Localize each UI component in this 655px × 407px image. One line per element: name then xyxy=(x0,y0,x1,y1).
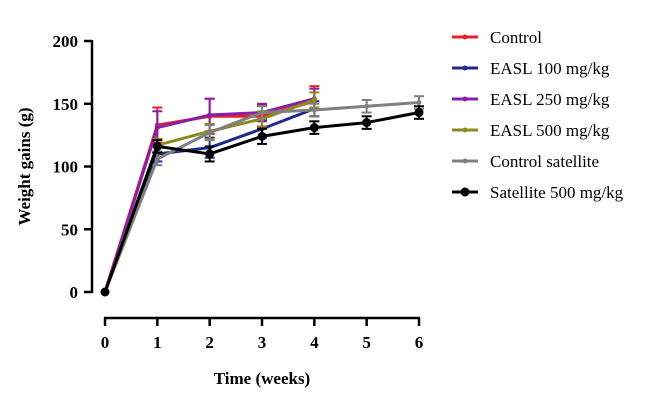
y-axis-title: Weight gains (g) xyxy=(15,107,34,225)
data-point xyxy=(257,131,267,141)
data-point xyxy=(416,99,422,105)
data-point xyxy=(152,141,162,151)
series-control xyxy=(102,85,320,295)
y-tick-label: 150 xyxy=(53,95,79,114)
legend-swatch-marker xyxy=(462,65,468,71)
legend-label: Control satellite xyxy=(490,152,599,171)
x-tick-label: 4 xyxy=(310,333,319,352)
legend-swatch-marker xyxy=(460,187,470,197)
x-tick-label: 0 xyxy=(101,333,110,352)
data-point xyxy=(364,103,370,109)
y-tick-label: 100 xyxy=(53,158,79,177)
x-tick-label: 1 xyxy=(153,333,162,352)
data-point xyxy=(309,123,319,133)
legend-label: EASL 100 mg/kg xyxy=(490,59,610,78)
y-tick-label: 50 xyxy=(61,220,78,239)
x-tick-label: 5 xyxy=(362,333,371,352)
legend-swatch-marker xyxy=(462,34,468,40)
legend-item: Control satellite xyxy=(452,152,599,171)
y-tick-label: 0 xyxy=(70,283,79,302)
legend-swatch-marker xyxy=(462,127,468,133)
data-point xyxy=(100,287,110,297)
data-point xyxy=(362,118,372,128)
data-point xyxy=(207,112,213,118)
data-point xyxy=(311,97,317,103)
plot-area xyxy=(100,85,424,297)
x-tick-label: 3 xyxy=(258,333,267,352)
legend-label: EASL 500 mg/kg xyxy=(490,121,610,140)
data-point xyxy=(154,125,160,131)
data-point xyxy=(414,108,424,118)
data-point xyxy=(154,156,160,162)
data-point xyxy=(207,130,213,136)
legend-label: EASL 250 mg/kg xyxy=(490,90,610,109)
x-tick-label: 2 xyxy=(205,333,214,352)
x-axis-title: Time (weeks) xyxy=(214,369,310,388)
legend-item: EASL 250 mg/kg xyxy=(452,90,610,109)
series-satellite-500-mg-kg xyxy=(100,105,424,297)
legend-item: Control xyxy=(452,28,542,47)
legend: Control EASL 100 mg/kg EASL 250 mg/kg EASL … xyxy=(452,28,624,202)
legend-item: EASL 100 mg/kg xyxy=(452,59,610,78)
data-point xyxy=(259,110,265,116)
data-point xyxy=(205,149,215,159)
y-tick-label: 200 xyxy=(53,32,79,51)
legend-swatch-marker xyxy=(462,96,468,102)
legend-label: Control xyxy=(490,28,542,47)
legend-swatch-marker xyxy=(462,158,468,164)
axis-ticks: 0 50 100 150 200 0 1 2 3 4 5 6 xyxy=(53,32,424,352)
data-point xyxy=(311,107,317,113)
legend-item: EASL 500 mg/kg xyxy=(452,121,610,140)
legend-label: Satellite 500 mg/kg xyxy=(490,183,624,202)
x-tick-label: 6 xyxy=(415,333,424,352)
legend-item: Satellite 500 mg/kg xyxy=(452,183,624,202)
